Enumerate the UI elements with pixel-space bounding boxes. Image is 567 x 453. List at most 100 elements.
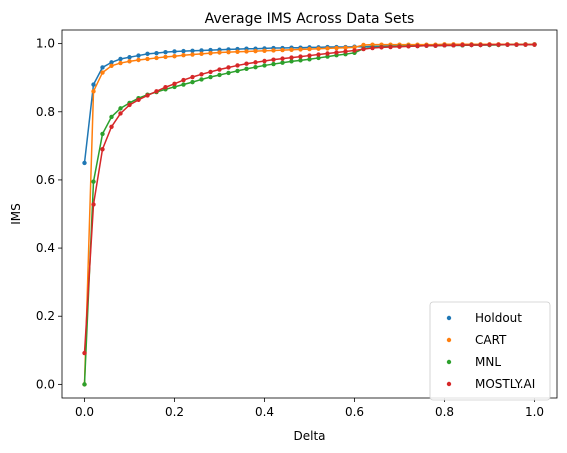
- data-point-cart: [190, 52, 195, 57]
- data-point-mostly-ai: [172, 81, 177, 87]
- data-point-mostly-ai: [397, 44, 402, 49]
- data-point-holdout: [109, 60, 114, 65]
- data-point-mostly-ai: [334, 50, 339, 55]
- data-point-mostly-ai: [145, 93, 150, 98]
- data-point-mnl: [316, 55, 321, 61]
- legend-box: [429, 301, 551, 401]
- data-point-cart: [244, 49, 249, 54]
- data-point-cart: [199, 51, 204, 57]
- data-point-cart: [217, 50, 222, 55]
- data-point-cart: [262, 48, 267, 53]
- data-point-mostly-ai: [352, 48, 357, 53]
- data-point-holdout: [163, 49, 168, 55]
- y-tick-label: 0.6: [36, 173, 55, 187]
- data-point-mostly-ai: [487, 42, 492, 47]
- data-point-mnl: [190, 79, 195, 85]
- data-point-mostly-ai: [343, 49, 348, 54]
- data-point-mnl: [100, 131, 105, 137]
- legend-label: MNL: [475, 355, 501, 369]
- data-point-cart: [235, 49, 240, 55]
- data-point-cart: [91, 89, 96, 94]
- data-point-holdout: [82, 160, 87, 166]
- data-point-mostly-ai: [496, 42, 501, 47]
- data-point-cart: [172, 54, 177, 59]
- legend-marker: [446, 315, 452, 321]
- data-point-mnl: [82, 382, 87, 387]
- data-point-cart: [226, 49, 231, 55]
- data-point-mostly-ai: [244, 61, 249, 66]
- data-point-cart: [136, 57, 141, 63]
- x-tick-label: 1.0: [525, 405, 544, 419]
- x-tick-label: 0.4: [255, 405, 274, 419]
- data-point-mnl: [208, 74, 213, 80]
- data-point-holdout: [190, 48, 195, 53]
- data-point-cart: [253, 48, 258, 54]
- data-point-mnl: [181, 82, 186, 87]
- data-point-mostly-ai: [109, 124, 114, 129]
- y-axis-ticks: 0.0 0.2 0.4 0.6 0.8 1.0: [36, 37, 62, 391]
- data-point-cart: [361, 42, 366, 48]
- data-point-mnl: [325, 54, 330, 59]
- data-point-mostly-ai: [181, 77, 186, 83]
- data-point-mostly-ai: [226, 65, 231, 70]
- data-point-mnl: [172, 84, 177, 90]
- y-tick-label: 0.4: [36, 241, 55, 255]
- legend-marker: [446, 337, 452, 343]
- data-point-cart: [334, 45, 339, 51]
- data-point-cart: [100, 70, 105, 75]
- data-point-mostly-ai: [280, 56, 285, 61]
- data-point-cart: [298, 47, 303, 52]
- data-point-mnl: [280, 60, 285, 65]
- data-point-cart: [370, 42, 375, 47]
- axes-frame: [61, 29, 558, 399]
- data-point-mnl: [244, 66, 249, 72]
- x-tick-label: 0.8: [435, 405, 454, 419]
- data-point-mostly-ai: [370, 45, 375, 51]
- legend-marker: [446, 381, 452, 387]
- data-point-mostly-ai: [127, 102, 132, 108]
- x-axis-label: Delta: [293, 429, 325, 443]
- data-point-cart: [271, 48, 276, 53]
- data-point-cart: [127, 59, 132, 64]
- legend: Holdout CART MNL MOSTLY.AI: [429, 301, 551, 401]
- y-tick-label: 0.8: [36, 105, 55, 119]
- data-point-mostly-ai: [136, 97, 141, 103]
- data-point-mostly-ai: [388, 44, 393, 50]
- x-tick-label: 0.6: [345, 405, 364, 419]
- data-point-mnl: [91, 179, 96, 184]
- data-point-holdout: [199, 48, 204, 53]
- y-tick-label: 0.2: [36, 309, 55, 323]
- data-point-cart: [109, 63, 114, 68]
- data-point-mostly-ai: [415, 43, 420, 49]
- data-point-mostly-ai: [118, 111, 123, 116]
- data-point-mostly-ai: [478, 42, 483, 48]
- data-point-mostly-ai: [460, 42, 465, 48]
- data-point-mnl: [109, 114, 114, 120]
- data-point-cart: [307, 46, 312, 52]
- data-point-mnl: [289, 59, 294, 64]
- data-point-mostly-ai: [424, 43, 429, 48]
- data-point-mostly-ai: [532, 42, 537, 47]
- data-point-mostly-ai: [253, 60, 258, 65]
- data-point-cart: [118, 60, 123, 66]
- data-point-mostly-ai: [199, 72, 204, 77]
- data-point-cart: [145, 56, 150, 62]
- legend-label: Holdout: [475, 311, 522, 325]
- legend-label: MOSTLY.AI: [475, 377, 535, 391]
- y-tick-label: 1.0: [36, 37, 55, 51]
- data-point-cart: [316, 46, 321, 51]
- data-point-holdout: [172, 49, 177, 54]
- data-point-holdout: [127, 55, 132, 60]
- data-point-mnl: [262, 63, 267, 68]
- data-point-cart: [208, 50, 213, 56]
- data-point-mostly-ai: [262, 58, 267, 64]
- data-point-holdout: [208, 47, 213, 53]
- data-point-mostly-ai: [514, 42, 519, 47]
- data-point-mostly-ai: [100, 147, 105, 152]
- data-point-mostly-ai: [433, 43, 438, 48]
- data-point-mostly-ai: [442, 43, 447, 48]
- x-tick-label: 0.0: [75, 405, 94, 419]
- data-point-mostly-ai: [271, 57, 276, 62]
- x-axis-ticks: 0.0 0.2 0.4 0.6 0.8 1.0: [75, 398, 544, 419]
